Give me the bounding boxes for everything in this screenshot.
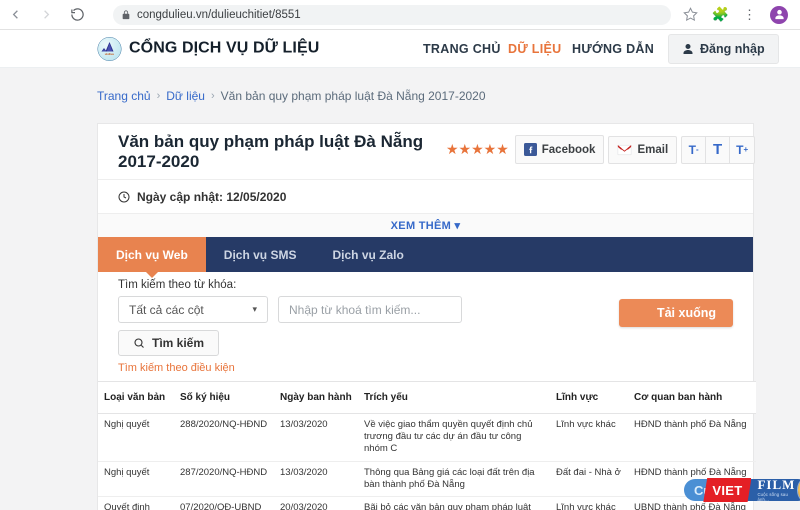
svg-text:ukdlieu: ukdlieu — [105, 52, 115, 56]
